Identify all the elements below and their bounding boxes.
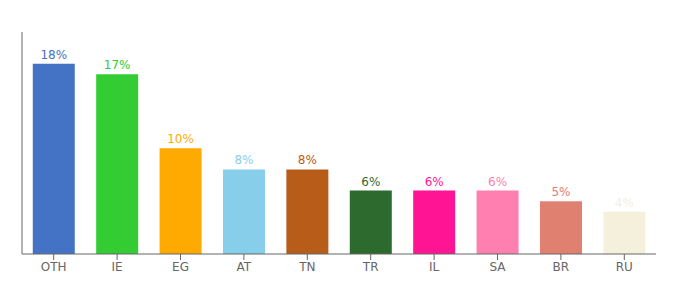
svg-text:4%: 4% [615,196,634,210]
svg-text:6%: 6% [425,175,444,189]
svg-text:5%: 5% [551,185,570,199]
svg-text:IE: IE [112,260,123,274]
svg-text:RU: RU [616,260,633,274]
svg-text:8%: 8% [234,153,253,167]
svg-text:TN: TN [298,260,315,274]
svg-text:18%: 18% [40,48,67,62]
svg-text:SA: SA [489,260,506,274]
svg-text:17%: 17% [104,58,131,72]
svg-text:AT: AT [237,260,252,274]
svg-text:10%: 10% [167,132,194,146]
svg-text:6%: 6% [361,175,380,189]
svg-text:TR: TR [362,260,379,274]
svg-text:8%: 8% [298,153,317,167]
svg-text:BR: BR [553,260,570,274]
svg-text:IL: IL [429,260,440,274]
svg-text:EG: EG [172,260,189,274]
svg-text:OTH: OTH [41,260,67,274]
svg-text:6%: 6% [488,175,507,189]
